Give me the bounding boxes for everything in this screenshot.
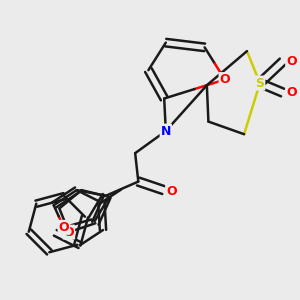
Text: N: N xyxy=(160,124,171,138)
Text: O: O xyxy=(286,86,297,99)
Text: O: O xyxy=(58,221,69,234)
Text: S: S xyxy=(255,76,264,90)
Text: O: O xyxy=(166,185,177,198)
Text: O: O xyxy=(286,55,297,68)
Text: O: O xyxy=(220,73,230,86)
Text: O: O xyxy=(64,226,74,238)
